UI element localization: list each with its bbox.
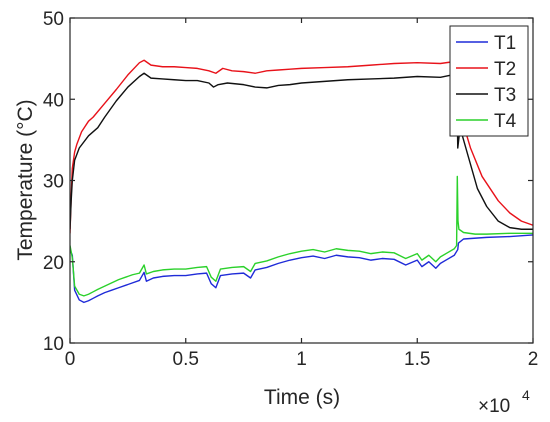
legend: T1 T2 T3 T4 xyxy=(449,25,529,137)
tick-labels: 0 0.5 1 1.5 2 10 20 30 40 50 xyxy=(43,9,538,370)
x-tick-label: 0 xyxy=(65,349,76,370)
x-multiplier-exponent: 4 xyxy=(522,387,530,403)
legend-label-t4: T4 xyxy=(494,111,517,132)
legend-label-t1: T1 xyxy=(494,33,516,54)
y-tick-label: 20 xyxy=(43,253,64,274)
x-axis-multiplier: ×10 4 xyxy=(478,387,530,417)
y-tick-label: 10 xyxy=(43,334,64,355)
x-tick-label: 2 xyxy=(528,349,539,370)
x-tick-label: 1 xyxy=(296,349,307,370)
x-tick-label: 1.5 xyxy=(404,349,430,370)
x-tick-label: 0.5 xyxy=(173,349,199,370)
y-tick-label: 50 xyxy=(43,9,64,30)
x-multiplier-base: ×10 xyxy=(478,396,510,417)
x-axis-label: Time (s) xyxy=(264,386,340,409)
series-line-t1 xyxy=(70,234,533,304)
legend-box xyxy=(449,25,529,137)
y-tick-label: 30 xyxy=(43,172,64,193)
series-line-t4 xyxy=(70,175,533,297)
axes xyxy=(69,17,534,344)
y-tick-label: 40 xyxy=(43,90,64,111)
y-axis-label: Temperature (°C) xyxy=(14,99,37,260)
legend-label-t2: T2 xyxy=(494,59,516,80)
legend-label-t3: T3 xyxy=(494,85,516,106)
